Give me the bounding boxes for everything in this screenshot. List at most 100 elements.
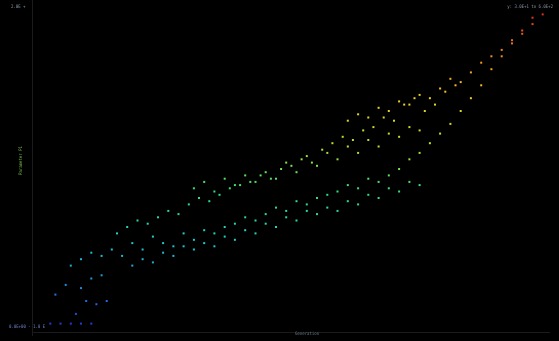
scatter-point — [316, 213, 318, 216]
scatter-point — [541, 13, 544, 16]
scatter-point — [213, 190, 216, 193]
scatter-point — [131, 264, 134, 267]
scatter-point — [531, 23, 534, 26]
scatter-point — [469, 71, 472, 74]
scatter-point — [74, 312, 77, 315]
scatter-point — [408, 103, 411, 106]
scatter-point — [439, 87, 442, 90]
scatter-point — [377, 106, 380, 109]
scatter-point — [367, 116, 370, 119]
scatter-point — [90, 277, 93, 280]
scatter-point — [146, 222, 149, 225]
scatter-point — [151, 261, 154, 264]
scatter-point — [480, 61, 483, 64]
scatter-point — [336, 209, 339, 212]
scatter-point — [285, 209, 288, 212]
scatter-point — [254, 219, 257, 222]
scatter-point — [408, 158, 411, 161]
scatter-point — [80, 287, 82, 290]
scatter-point — [418, 93, 421, 96]
scatter-point — [382, 116, 385, 119]
scatter-point — [459, 81, 462, 84]
scatter-point — [326, 151, 329, 154]
scatter-point — [162, 251, 165, 254]
scatter-point — [223, 226, 226, 228]
scatter-point — [187, 203, 190, 206]
scatter-point — [346, 200, 349, 203]
x-axis-line — [32, 332, 550, 333]
scatter-point — [218, 193, 221, 196]
scatter-point — [418, 129, 421, 132]
scatter-point — [275, 206, 277, 209]
scatter-point — [398, 168, 401, 170]
scatter-point — [100, 254, 103, 257]
scatter-point — [511, 39, 513, 42]
scatter-point — [213, 232, 216, 235]
scatter-point — [480, 84, 483, 87]
scatter-point — [336, 158, 339, 161]
scatter-point — [428, 97, 431, 100]
scatter-point — [377, 145, 380, 148]
scatter-point — [203, 242, 206, 245]
scatter-point — [490, 68, 493, 71]
scatter-point — [121, 254, 124, 257]
scatter-point — [351, 139, 354, 141]
scatter-point — [85, 300, 88, 302]
scatter-point — [357, 187, 360, 190]
scatter-point — [95, 303, 98, 306]
scatter-point — [244, 174, 247, 177]
scatter-point — [126, 226, 129, 228]
scatter-point — [346, 119, 349, 122]
scatter-point — [305, 209, 308, 212]
scatter-point — [413, 97, 416, 100]
scatter-point — [254, 232, 257, 235]
scatter-point — [244, 229, 247, 232]
scatter-point — [249, 180, 252, 183]
scatter-point — [264, 213, 267, 216]
scatter-point — [208, 200, 211, 203]
scatter-point — [182, 232, 185, 235]
scatter-point — [357, 113, 360, 116]
scatter-point — [387, 132, 390, 135]
scatter-point — [239, 184, 242, 187]
scatter-point — [408, 126, 411, 129]
scatter-point — [300, 158, 303, 161]
scatter-point — [326, 193, 329, 196]
scatter-point — [264, 171, 267, 174]
scatter-point — [244, 216, 247, 219]
scatter-point — [182, 245, 185, 248]
scatter-point — [90, 251, 93, 254]
scatter-point — [531, 16, 534, 19]
scatter-point — [203, 229, 206, 232]
scatter-point — [162, 242, 165, 245]
scatter-point — [500, 55, 503, 58]
scatter-point — [310, 161, 313, 164]
scatter-point — [223, 235, 226, 238]
scatter-point — [377, 180, 380, 183]
scatter-point — [346, 184, 349, 187]
scatter-point — [326, 206, 329, 209]
x-axis-title: Generation — [295, 331, 320, 336]
scatter-point — [490, 55, 493, 58]
scatter-point — [136, 219, 139, 222]
range-readout: y: 3.0E+1 to 6.0E+2 — [507, 4, 553, 9]
scatter-point — [398, 100, 401, 103]
scatter-point — [428, 142, 431, 145]
scatter-point — [398, 190, 401, 193]
scatter-point — [403, 103, 406, 106]
scatter-point — [418, 184, 421, 187]
scatter-point — [372, 126, 375, 129]
scatter-point — [213, 245, 216, 248]
scatter-point — [105, 300, 108, 302]
scatter-point — [367, 193, 370, 196]
scatter-point — [418, 151, 421, 154]
scatter-point — [285, 216, 288, 219]
scatter-point — [387, 174, 390, 177]
scatter-point — [357, 151, 360, 154]
scatter-point — [398, 135, 401, 138]
scatter-point — [387, 187, 390, 190]
scatter-point — [233, 222, 236, 225]
scatter-point — [439, 132, 442, 135]
